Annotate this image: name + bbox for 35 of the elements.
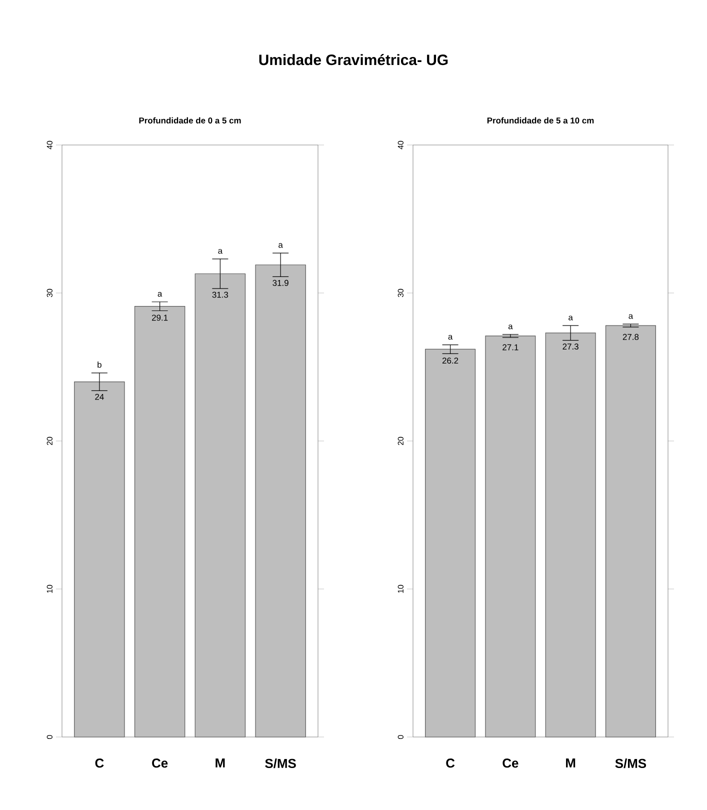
bar [545,332,596,738]
data-label: 29.1 [152,314,168,321]
annotation: a [278,243,283,248]
bar [485,336,536,738]
chart-subtitle: Profundidade de 0 a 5 cm [139,117,241,124]
data-label: 31.9 [272,280,288,286]
x-tick-label: S/MS [265,758,296,768]
annotation: a [218,249,223,254]
text: Umidade Gravimétrica- UG [259,54,448,66]
annotation: a [508,324,513,330]
bar [134,306,186,738]
x-tick-label: S/MS [615,758,646,768]
data-label: 27.1 [502,344,518,350]
bar [605,325,656,738]
x-tick-label: M [216,758,225,768]
data-label: 31.3 [212,292,228,298]
bar [425,348,476,738]
bar [74,381,125,738]
annotation: b [98,361,102,368]
chart-subtitle: Profundidade de 5 a 10 cm [487,117,594,124]
annotation: a [448,334,453,340]
x-tick-label: Ce [152,758,168,768]
data-label: 27.3 [562,344,578,350]
data-label: 27.8 [622,334,639,340]
x-tick-label: C [446,758,455,768]
x-tick-label: C [95,758,104,768]
bar [255,264,306,738]
bar [194,273,246,738]
annotation: a [158,292,162,297]
annotation: a [568,316,573,320]
data-label: 24 [95,394,104,400]
x-tick-label: Ce [502,758,518,768]
data-label: 26.2 [442,358,458,364]
annotation: a [628,314,634,319]
x-tick-label: M [566,758,576,768]
